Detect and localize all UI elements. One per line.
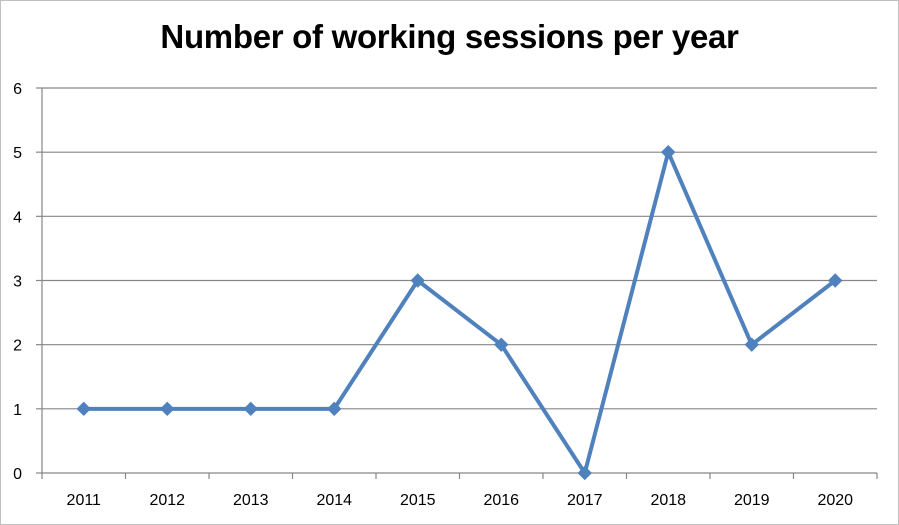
y-tick-label: 4 — [13, 209, 22, 226]
y-tick-label: 3 — [13, 274, 22, 291]
x-tick-label: 2015 — [400, 492, 436, 509]
data-point-2020 — [828, 273, 843, 288]
y-tick-label: 1 — [13, 402, 22, 419]
y-tick-label: 2 — [13, 338, 22, 355]
data-point-2018 — [661, 144, 676, 160]
x-tick-label: 2012 — [149, 492, 185, 509]
data-point-2014 — [327, 401, 342, 417]
data-point-2017 — [577, 465, 592, 481]
x-tick-label: 2020 — [817, 492, 853, 509]
data-point-2015 — [410, 273, 425, 288]
x-tick-label: 2013 — [233, 492, 269, 509]
x-tick-label: 2014 — [316, 492, 352, 509]
data-point-2012 — [160, 401, 175, 417]
data-point-2011 — [76, 401, 91, 417]
data-point-2019 — [744, 337, 759, 352]
axes — [36, 87, 878, 479]
x-tick-label: 2016 — [483, 492, 519, 509]
chart-title: Number of working sessions per year — [160, 18, 739, 55]
gridlines — [42, 87, 877, 410]
data-point-2016 — [494, 337, 509, 352]
data-series — [76, 144, 843, 481]
y-tick-label: 6 — [13, 81, 22, 98]
x-tick-labels: 2011 2012 2013 2014 2015 2016 2017 2018 2019 2020 — [67, 492, 854, 509]
x-tick-label: 2019 — [734, 492, 770, 509]
x-tick-label: 2017 — [567, 492, 603, 509]
y-tick-label: 5 — [13, 145, 22, 162]
y-tick-labels: 0 1 2 3 4 5 6 — [13, 81, 22, 483]
x-tick-label: 2011 — [67, 492, 102, 509]
y-tick-label: 0 — [13, 466, 22, 483]
series-line — [83, 150, 837, 475]
x-tick-label: 2018 — [650, 492, 686, 509]
data-point-2013 — [243, 401, 258, 417]
